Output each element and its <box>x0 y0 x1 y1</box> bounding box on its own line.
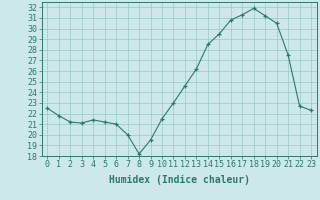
X-axis label: Humidex (Indice chaleur): Humidex (Indice chaleur) <box>109 175 250 185</box>
